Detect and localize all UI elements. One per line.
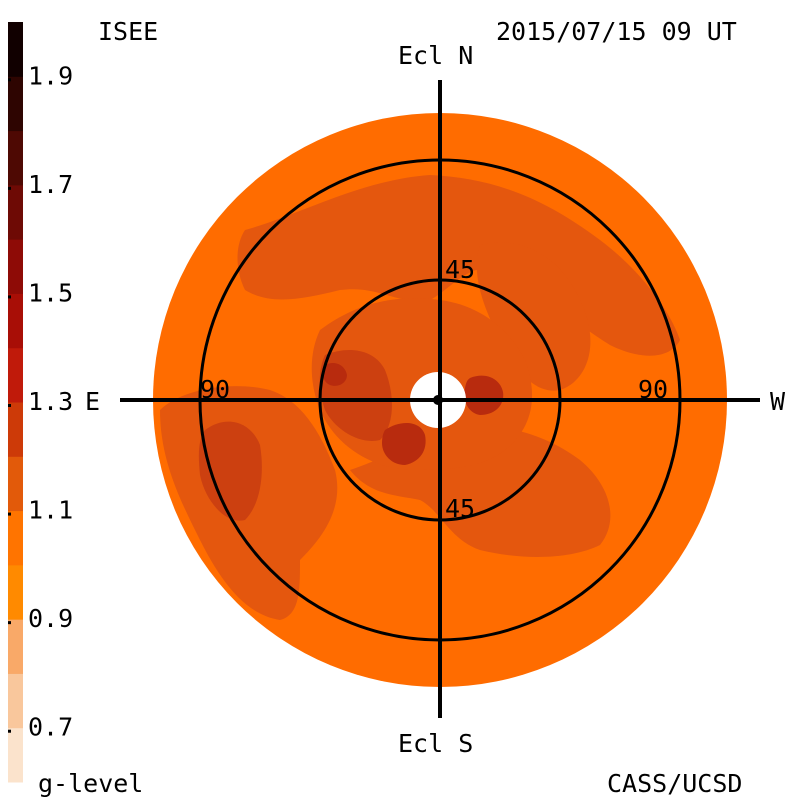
- colorbar-segment: [8, 727, 23, 783]
- patch-ne-lobe: [476, 242, 591, 391]
- colorbar-tick-mark: [8, 512, 11, 516]
- colorbar-segment: [8, 130, 23, 186]
- label-ecl-south: Ecl S: [398, 729, 473, 758]
- colorbar-segment: [8, 76, 23, 132]
- colorbar: [8, 22, 23, 783]
- colorbar-segment: [8, 673, 23, 729]
- elongation-label-45-bottom: 45: [445, 494, 475, 523]
- elongation-label-90-left: 90: [200, 375, 230, 404]
- timestamp-label: 2015/07/15 09 UT: [496, 17, 737, 46]
- elongation-label-90-right: 90: [638, 375, 668, 404]
- colorbar-segment: [8, 564, 23, 620]
- colorbar-tick-mark: [8, 295, 11, 299]
- colorbar-segment: [8, 510, 23, 566]
- colorbar-tick-mark: [8, 78, 11, 82]
- patch-core-e: [322, 363, 347, 386]
- colorbar-segment: [8, 239, 23, 294]
- elongation-label-45-top: 45: [445, 255, 475, 284]
- colorbar-segment: [8, 184, 23, 240]
- colorbar-ticks: 1.9 1.7 1.5 1.3 1.1 0.9 0.7: [8, 61, 73, 742]
- colorbar-tick-label: 0.7: [28, 713, 73, 742]
- colorbar-tick-label: 0.9: [28, 604, 73, 633]
- colorbar-tick-label: 1.9: [28, 61, 73, 90]
- colorbar-tick-mark: [8, 729, 11, 733]
- colorbar-segment: [8, 619, 23, 674]
- source-label: ISEE: [98, 17, 158, 46]
- colorbar-tick-mark: [8, 621, 11, 625]
- colorbar-tick-label: 1.3: [28, 387, 73, 416]
- colorbar-tick-label: 1.7: [28, 170, 73, 199]
- patch-core-w: [464, 375, 504, 415]
- colorbar-segment: [8, 22, 23, 77]
- label-east: E: [85, 387, 100, 416]
- patch-west-inner: [198, 421, 262, 521]
- patch-core-ss: [382, 423, 426, 465]
- colorbar-title: g-level: [38, 769, 143, 798]
- colorbar-segment: [8, 402, 23, 457]
- colorbar-segment: [8, 456, 23, 512]
- colorbar-segment: [8, 347, 23, 403]
- credit-label: CASS/UCSD: [607, 769, 742, 798]
- colorbar-tick-label: 1.5: [28, 278, 73, 307]
- label-ecl-north: Ecl N: [398, 41, 473, 70]
- colorbar-tick-label: 1.1: [28, 496, 73, 525]
- label-west: W: [770, 387, 786, 416]
- colorbar-tick-mark: [8, 186, 11, 190]
- colorbar-segment: [8, 293, 23, 349]
- colorbar-tick-mark: [8, 404, 11, 407]
